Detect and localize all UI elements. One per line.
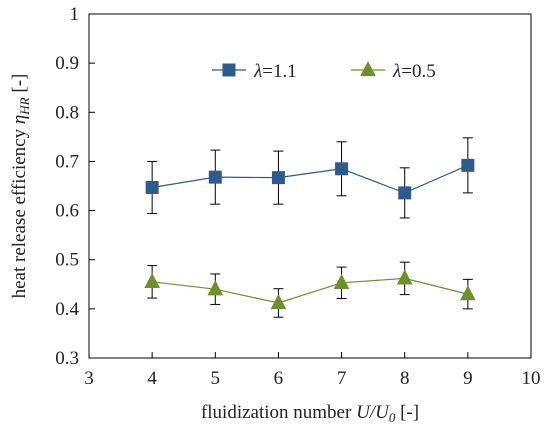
legend-label-var: λ — [392, 61, 401, 82]
x-tick-label: 9 — [463, 368, 473, 389]
legend-item-1: λ=1.1 — [212, 61, 297, 82]
y-tick-label: 0.4 — [55, 299, 79, 320]
x-tick-label: 4 — [147, 368, 157, 389]
legend: λ=1.1 λ=0.5 — [212, 61, 436, 82]
y-tick-label: 0.8 — [55, 102, 79, 123]
data-point-square — [461, 158, 475, 172]
data-point-triangle — [460, 285, 476, 301]
y-axis-label-sub: HR — [17, 97, 32, 115]
x-axis-label: fluidization number U/U0 [-] — [201, 402, 419, 425]
x-axis-label-text: fluidization number — [201, 402, 356, 423]
y-tick-label: 0.3 — [55, 348, 79, 369]
data-point-square — [271, 171, 285, 185]
legend-label-value: =0.5 — [401, 61, 435, 82]
y-axis-label-var: η — [9, 115, 30, 124]
y-tick-label: 1 — [70, 4, 80, 25]
data-point-triangle — [270, 294, 287, 310]
data-point-triangle — [144, 272, 160, 288]
data-point-square — [398, 186, 412, 200]
y-tick-label: 0.6 — [55, 201, 79, 222]
data-point-square — [145, 180, 159, 194]
series-2 — [144, 261, 476, 318]
x-tick-label: 3 — [84, 368, 94, 389]
x-tick-label: 7 — [337, 368, 347, 389]
data-point-square — [208, 170, 222, 184]
y-axis-label-text: heat release efficiency — [9, 124, 30, 298]
data-point-square — [222, 63, 236, 77]
x-tick-label: 10 — [522, 368, 541, 389]
x-axis-label-var: U/U — [356, 402, 390, 423]
legend-label: λ=0.5 — [392, 61, 436, 82]
axis-ticks: 3 4 5 6 7 8 9 10 0.3 0.4 0.5 0.6 0.7 0.8 0.9 1 — [55, 4, 540, 389]
series-line — [152, 277, 469, 304]
data-point-triangle — [360, 61, 376, 77]
x-axis-label-unit: [-] — [395, 402, 419, 423]
legend-label-value: =1.1 — [262, 61, 296, 82]
series-1 — [145, 137, 475, 219]
legend-label: λ=1.1 — [253, 61, 297, 82]
data-point-square — [335, 162, 349, 176]
y-axis-label: heat release efficiency ηHR [-] — [9, 74, 32, 299]
legend-item-2: λ=0.5 — [351, 61, 436, 82]
x-axis-label-sub: 0 — [389, 410, 396, 425]
x-tick-label: 5 — [211, 368, 221, 389]
data-point-triangle — [333, 273, 350, 289]
x-tick-label: 8 — [400, 368, 410, 389]
x-tick-label: 6 — [274, 368, 284, 389]
series-layer — [144, 137, 476, 318]
y-tick-label: 0.5 — [55, 250, 79, 271]
y-tick-label: 0.9 — [55, 53, 79, 74]
y-axis-label-unit: [-] — [9, 74, 30, 98]
y-tick-label: 0.7 — [55, 151, 79, 172]
data-point-triangle — [207, 280, 224, 296]
legend-label-var: λ — [253, 61, 262, 82]
data-point-triangle — [396, 269, 413, 285]
series-line — [152, 164, 469, 194]
